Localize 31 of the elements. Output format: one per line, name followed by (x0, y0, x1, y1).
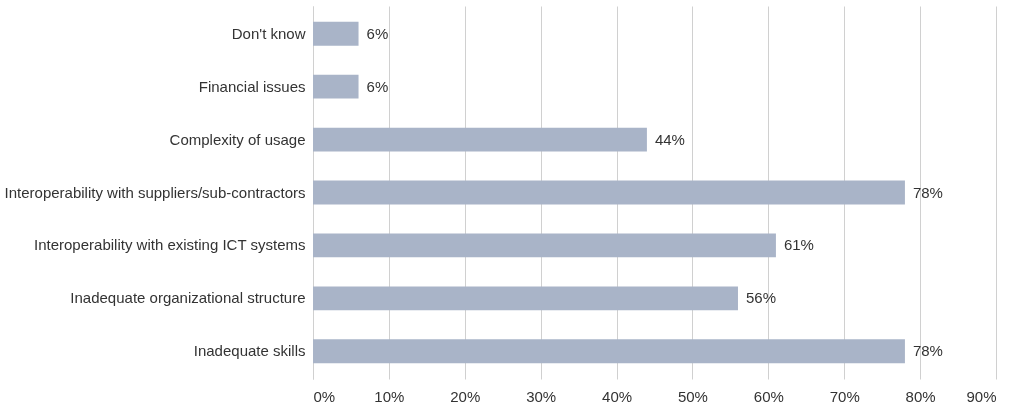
bar (313, 233, 776, 258)
bar (313, 74, 359, 99)
bar (313, 180, 905, 205)
y-tick-label: Inadequate organizational structure (70, 289, 306, 307)
y-tick-label: Inadequate skills (193, 342, 306, 360)
x-tick-label: 10% (374, 387, 405, 405)
bar (313, 21, 359, 46)
data-label: 6% (366, 77, 389, 95)
data-label: 78% (912, 183, 943, 201)
y-tick-label: Interoperability with suppliers/sub-contractors (4, 183, 306, 201)
y-tick-label: Financial issues (198, 77, 306, 95)
x-tick-label: 50% (677, 387, 708, 405)
x-tick-label: 60% (753, 387, 784, 405)
x-tick-label: 80% (905, 387, 936, 405)
y-tick-label: Don't know (231, 24, 306, 42)
data-label: 78% (912, 342, 943, 360)
bar (313, 339, 905, 364)
data-label: 61% (783, 236, 814, 254)
data-label: 56% (745, 289, 777, 307)
x-tick-label: 20% (450, 387, 481, 405)
data-label: 44% (654, 130, 685, 148)
x-tick-label: 0% (313, 387, 336, 405)
x-tick-label: 40% (602, 387, 633, 405)
bar (313, 286, 738, 311)
data-label: 6% (366, 24, 389, 42)
x-tick-label: 90% (966, 387, 997, 405)
x-tick-label: 70% (829, 387, 860, 405)
x-tick-label: 30% (526, 387, 557, 405)
y-tick-label: Interoperability with existing ICT systems (34, 236, 306, 254)
bar (313, 127, 647, 152)
y-tick-label: Complexity of usage (169, 130, 306, 148)
